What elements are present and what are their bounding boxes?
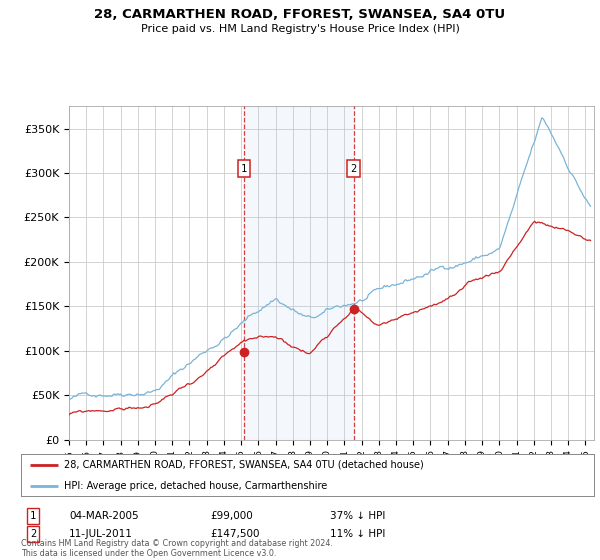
Text: Contains HM Land Registry data © Crown copyright and database right 2024.
This d: Contains HM Land Registry data © Crown c… — [21, 539, 333, 558]
Bar — [244, 106, 353, 440]
Text: 1: 1 — [30, 511, 36, 521]
Text: 2: 2 — [350, 164, 356, 174]
Text: 11-JUL-2011: 11-JUL-2011 — [69, 529, 133, 539]
Text: HPI: Average price, detached house, Carmarthenshire: HPI: Average price, detached house, Carm… — [64, 481, 327, 491]
Text: 04-MAR-2005: 04-MAR-2005 — [69, 511, 139, 521]
Text: 1: 1 — [241, 164, 247, 174]
Text: £99,000: £99,000 — [210, 511, 253, 521]
Text: 11% ↓ HPI: 11% ↓ HPI — [330, 529, 385, 539]
Text: Price paid vs. HM Land Registry's House Price Index (HPI): Price paid vs. HM Land Registry's House … — [140, 24, 460, 34]
Text: 2: 2 — [30, 529, 36, 539]
Text: £147,500: £147,500 — [210, 529, 260, 539]
Text: 37% ↓ HPI: 37% ↓ HPI — [330, 511, 385, 521]
Text: 28, CARMARTHEN ROAD, FFOREST, SWANSEA, SA4 0TU: 28, CARMARTHEN ROAD, FFOREST, SWANSEA, S… — [94, 8, 506, 21]
Text: 28, CARMARTHEN ROAD, FFOREST, SWANSEA, SA4 0TU (detached house): 28, CARMARTHEN ROAD, FFOREST, SWANSEA, S… — [64, 460, 424, 470]
